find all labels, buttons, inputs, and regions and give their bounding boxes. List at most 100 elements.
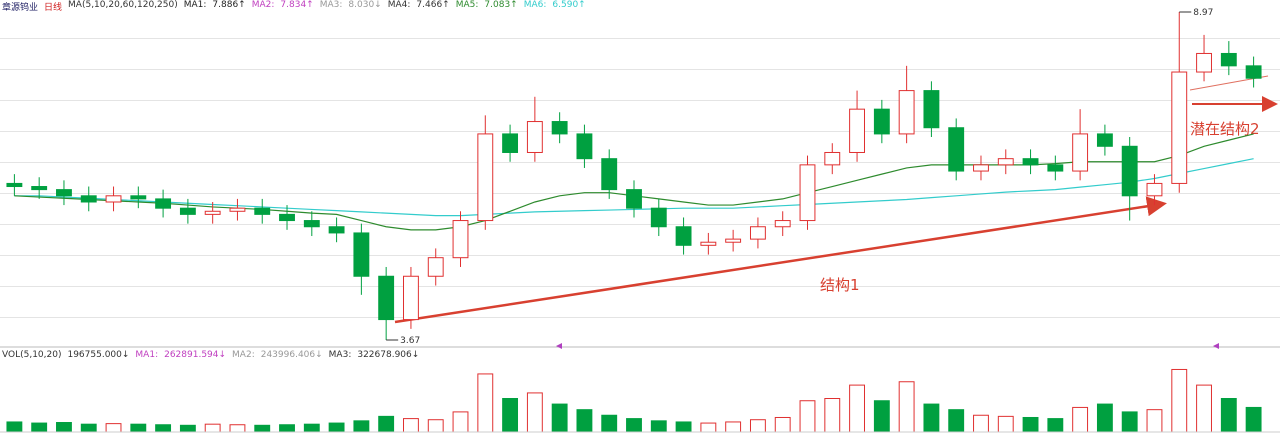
- volume-bar: [849, 384, 865, 433]
- candle-body: [105, 195, 122, 203]
- volume-bar: [204, 423, 221, 433]
- volume-bar: [403, 418, 419, 433]
- vol-ma-value: 262891.594↓: [164, 350, 227, 360]
- volume-bar: [477, 373, 494, 433]
- volume-bar: [1196, 384, 1212, 433]
- volume-bar: [279, 424, 295, 433]
- volume-bar: [105, 423, 122, 433]
- candle-body: [452, 220, 469, 259]
- volume-header: VOL(5,10,20) 196755.000↓ MA1: 262891.594↓…: [2, 350, 419, 360]
- volume-bar: [1022, 416, 1039, 433]
- volume-bar: [502, 398, 519, 433]
- volume-bar: [725, 421, 742, 433]
- candle-body: [502, 133, 519, 153]
- volume-bar: [80, 423, 97, 433]
- volume-bar: [675, 421, 692, 433]
- volume-bar: [328, 422, 345, 433]
- ma-value: 8.030↓: [348, 0, 382, 10]
- volume-bar: [526, 392, 543, 433]
- candle-body: [626, 189, 642, 209]
- volume-bar: [1171, 368, 1188, 433]
- arrow: [394, 196, 1167, 324]
- vol-ma-label: MA1:: [135, 350, 159, 360]
- candle-body: [1171, 71, 1188, 184]
- candle-body: [254, 207, 271, 215]
- candle-body: [576, 133, 593, 160]
- volume-bar: [576, 409, 593, 433]
- volume-bar: [551, 403, 568, 433]
- ma-value: 7.466↑: [416, 0, 450, 10]
- volume-bar: [1072, 406, 1089, 433]
- volume-bar: [824, 398, 841, 433]
- candle-body: [56, 189, 72, 197]
- vol-ma-value: 243996.406↓: [260, 350, 323, 360]
- volume-bar: [601, 414, 618, 433]
- ma-value: 6.590↑: [552, 0, 586, 10]
- ma-label: MA5:: [455, 0, 479, 10]
- candle-body: [700, 241, 717, 246]
- volume-bar: [1096, 403, 1113, 433]
- low-label: 3.67: [400, 336, 420, 346]
- volume-bar: [254, 424, 271, 433]
- volume-bar: [749, 419, 766, 433]
- volume-bar: [378, 415, 395, 433]
- volume-bar: [303, 423, 320, 433]
- candle-body: [923, 90, 940, 129]
- vol-ma-label: MA3:: [328, 350, 352, 360]
- candle-body: [650, 207, 667, 228]
- volume-bar: [6, 421, 23, 433]
- candle-body: [725, 238, 742, 243]
- candle-body: [229, 207, 246, 212]
- candle-body: [204, 210, 221, 215]
- candle-body: [1245, 65, 1262, 79]
- ma-label: MA3:: [319, 0, 343, 10]
- volume-bar: [1047, 418, 1064, 433]
- candle-body: [130, 195, 147, 200]
- ma-label: MA4:: [387, 0, 411, 10]
- high-label: 8.97: [1193, 8, 1213, 18]
- candle-body: [378, 275, 395, 321]
- volume-bar: [179, 424, 196, 433]
- marker: [556, 343, 1219, 349]
- candle-body: [155, 198, 172, 209]
- candle-body: [1220, 52, 1237, 67]
- ma-header: MA(5,10,20,60,120,250): [68, 0, 178, 10]
- volume-bar: [155, 424, 172, 433]
- candle-body: [80, 195, 97, 203]
- candle-body: [1047, 164, 1064, 172]
- candle-body: [749, 226, 766, 240]
- volume-bar: [427, 419, 444, 433]
- volume-bar: [31, 422, 48, 433]
- volume-bar: [626, 418, 642, 433]
- ma-label: MA6:: [523, 0, 547, 10]
- volume-bar: [56, 422, 72, 433]
- candle-body: [353, 232, 370, 277]
- volume-bar: [452, 411, 469, 433]
- candle-body: [774, 220, 791, 228]
- candle-body: [1196, 52, 1212, 73]
- candle-body: [824, 151, 841, 166]
- ma-label: MA1:: [183, 0, 207, 10]
- candle-body: [1146, 182, 1163, 197]
- volume-bar: [1220, 398, 1237, 433]
- period: 日线: [44, 3, 63, 13]
- candle-body: [328, 226, 345, 234]
- candle-body: [1072, 133, 1089, 172]
- volume-bar: [1121, 411, 1138, 433]
- ma-value: 7.083↑: [484, 0, 518, 10]
- volume-bar: [948, 409, 965, 433]
- volume-bar: [1146, 409, 1163, 433]
- candle-body: [279, 213, 295, 222]
- volume-bar: [997, 415, 1014, 433]
- candle-body: [526, 121, 543, 153]
- ma-value: 7.834↑: [280, 0, 314, 10]
- volume-bar: [873, 400, 890, 433]
- volume-bar: [130, 423, 147, 433]
- candle-body: [1121, 145, 1138, 197]
- volume-bar: [1245, 406, 1262, 433]
- volume-bar: [229, 424, 246, 433]
- vol-value: 196755.000↓: [67, 350, 130, 360]
- candle-body: [31, 186, 48, 191]
- volume-bar: [353, 420, 370, 433]
